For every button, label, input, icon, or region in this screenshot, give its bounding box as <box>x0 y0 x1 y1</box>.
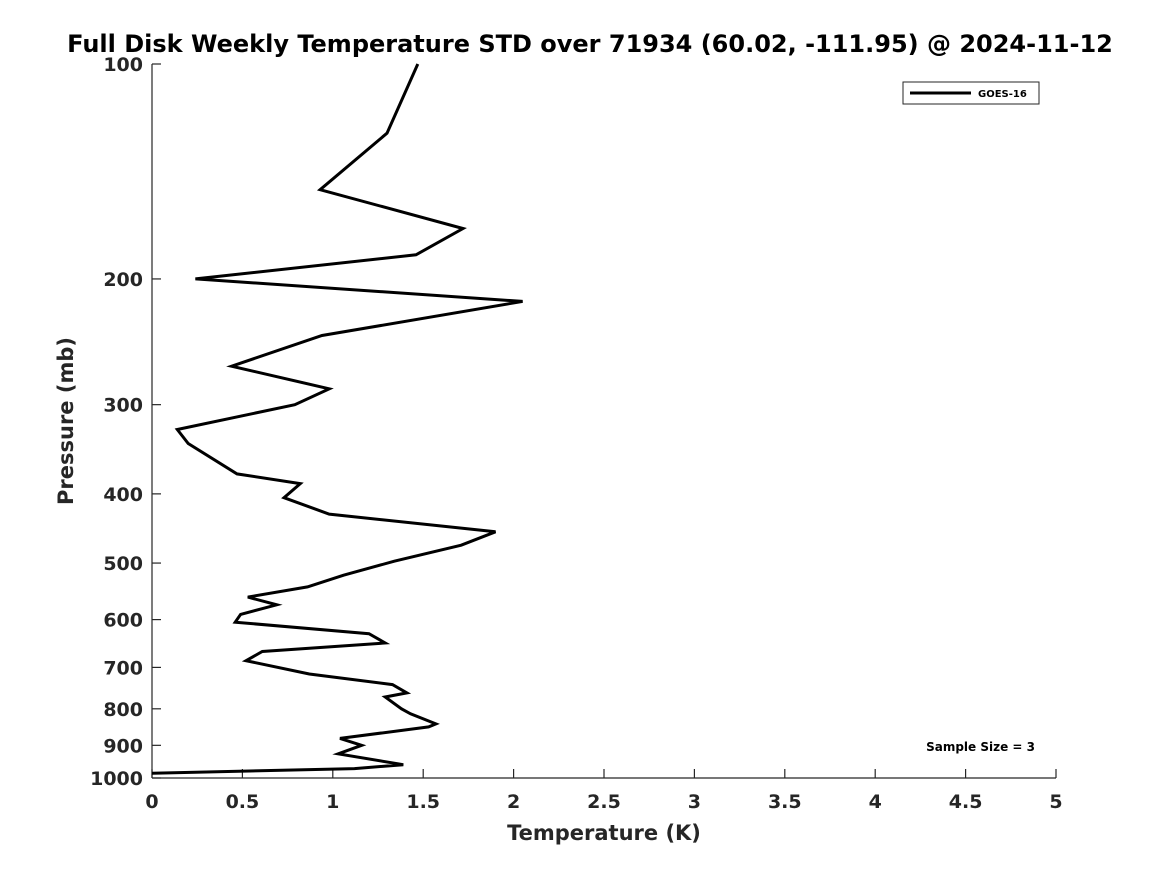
y-tick-label: 500 <box>103 553 143 575</box>
x-tick-label: 0 <box>145 791 158 813</box>
y-tick-label: 100 <box>103 54 143 76</box>
y-axis-label: Pressure (mb) <box>54 337 78 505</box>
legend: GOES-16 <box>902 81 1040 105</box>
x-tick-label: 4.5 <box>949 791 983 813</box>
x-tick-label: 4 <box>869 791 882 813</box>
y-tick-label: 800 <box>103 699 143 721</box>
series-line-goes16 <box>151 63 523 775</box>
y-tick-label: 1000 <box>90 768 143 790</box>
x-tick-label: 2.5 <box>587 791 621 813</box>
x-tick-label: 5 <box>1049 791 1062 813</box>
y-tick-label: 900 <box>103 735 143 757</box>
legend-label: GOES-16 <box>978 89 1027 100</box>
y-tick-label: 600 <box>103 610 143 632</box>
x-tick-label: 3.5 <box>768 791 802 813</box>
y-tick-label: 200 <box>103 269 143 291</box>
x-tick-label: 1 <box>326 791 339 813</box>
sample-size-annotation: Sample Size = 3 <box>926 740 1035 754</box>
x-axis-ticks: 0 0.5 1 1.5 2 2.5 3 3.5 4 4.5 5 <box>145 769 1063 813</box>
x-tick-label: 2 <box>507 791 520 813</box>
x-tick-label: 1.5 <box>406 791 440 813</box>
x-tick-label: 3 <box>688 791 701 813</box>
y-axis-ticks: 100 200 300 400 500 600 700 800 900 1000 <box>90 54 161 790</box>
x-tick-label: 0.5 <box>226 791 260 813</box>
y-tick-label: 300 <box>103 395 143 417</box>
chart-title: Full Disk Weekly Temperature STD over 71… <box>67 30 1113 58</box>
y-tick-label: 700 <box>103 657 143 679</box>
x-axis-label: Temperature (K) <box>507 821 701 845</box>
y-tick-label: 400 <box>103 484 143 506</box>
